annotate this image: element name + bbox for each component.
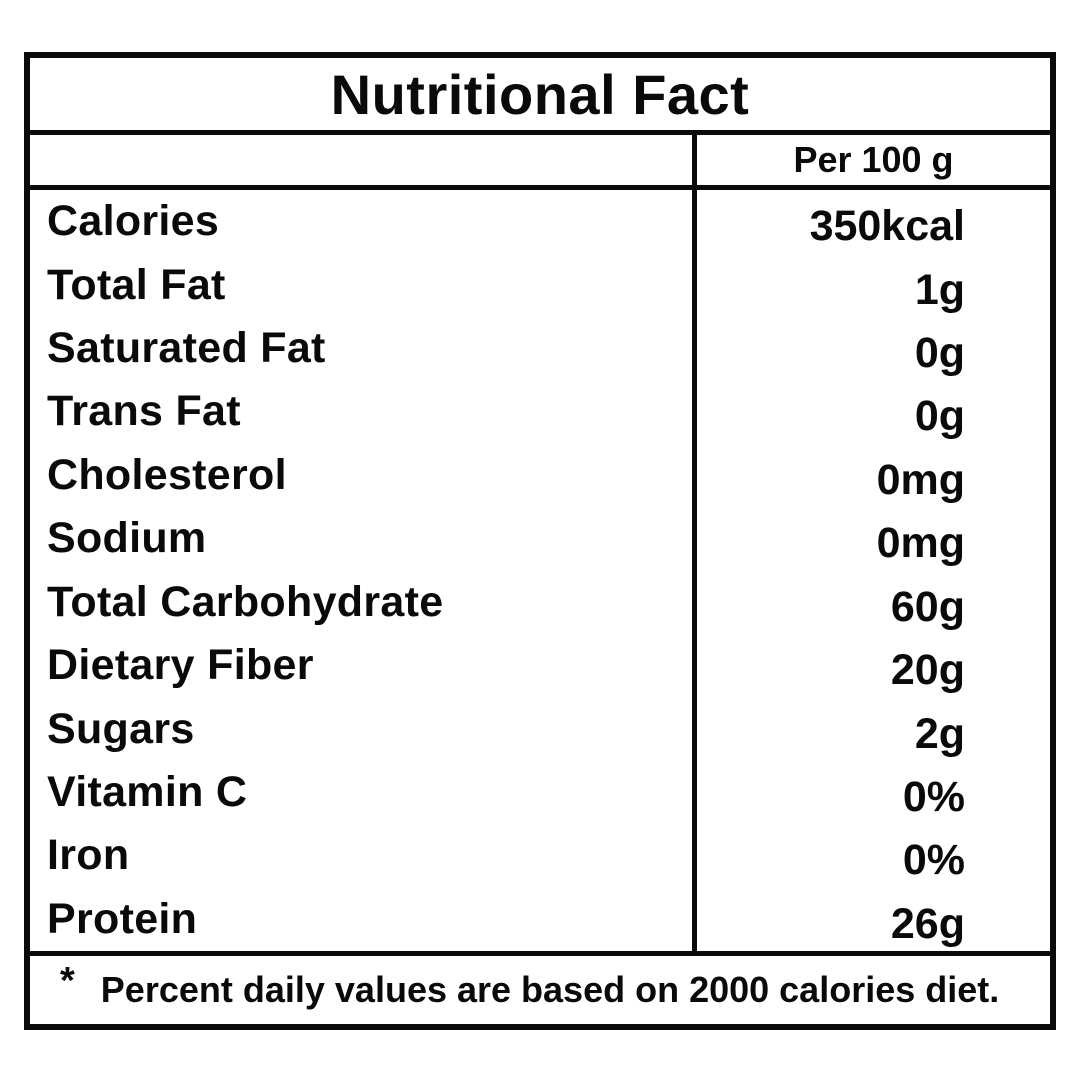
footnote-text: Percent daily values are based on 2000 c…	[100, 969, 1000, 1010]
nutrient-row-total-fat: Total Fat 1g	[30, 253, 1050, 317]
nutrient-name: Trans Fat	[30, 380, 697, 444]
nutrient-name: Total Fat	[30, 253, 697, 317]
nutrient-value: 26g	[890, 899, 965, 948]
nutrient-row-calories: Calories 350kcal	[30, 190, 1050, 254]
footnote-asterisk: *	[60, 959, 75, 1002]
nutrient-row-sugars: Sugars 2g	[30, 697, 1050, 761]
nutrient-value: 60g	[890, 582, 965, 631]
nutrient-value: 0%	[902, 836, 965, 885]
nutrient-name: Iron	[30, 824, 697, 888]
nutrient-row-total-carbohydrate: Total Carbohydrate 60g	[30, 570, 1050, 634]
nutrient-row-protein: Protein 26g	[30, 887, 1050, 952]
nutrient-row-sodium: Sodium 0mg	[30, 507, 1050, 571]
nutrient-name: Sugars	[30, 697, 697, 761]
nutrient-row-iron: Iron 0%	[30, 824, 1050, 888]
column-header-empty-cell	[30, 135, 697, 185]
nutrient-name: Cholesterol	[30, 443, 697, 508]
nutrient-row-cholesterol: Cholesterol 0mg	[30, 443, 1050, 508]
nutrient-row-dietary-fiber: Dietary Fiber 20g	[30, 633, 1050, 698]
column-header-per-100g: Per 100 g	[793, 139, 954, 180]
nutrient-value: 1g	[914, 265, 965, 314]
nutrient-value: 350kcal	[809, 202, 965, 251]
nutrient-name: Protein	[30, 887, 697, 952]
footnote: * Percent daily values are based on 2000…	[30, 956, 1050, 1024]
nutrient-row-saturated-fat: Saturated Fat 0g	[30, 316, 1050, 381]
nutrient-name: Calories	[30, 190, 697, 254]
nutrient-name: Saturated Fat	[30, 316, 697, 381]
nutrient-rows: Calories 350kcal Total Fat 1g Saturated …	[30, 190, 1050, 956]
nutrient-name: Total Carbohydrate	[30, 570, 697, 634]
label-title-row: Nutritional Fact	[30, 58, 1050, 135]
column-header-row: Per 100 g	[30, 135, 1050, 190]
nutrient-value: 0g	[914, 392, 965, 441]
nutrition-label: Nutritional Fact Per 100 g Calories 350k…	[24, 52, 1056, 1030]
nutrient-value: 0%	[902, 773, 965, 821]
nutrient-row-vitamin-c: Vitamin C 0%	[30, 760, 1050, 825]
nutrient-name: Dietary Fiber	[30, 633, 697, 698]
nutrient-value: 20g	[890, 646, 965, 695]
nutrient-value: 0mg	[876, 455, 965, 504]
nutrient-value: 0g	[914, 329, 965, 378]
nutrient-value: 0mg	[876, 519, 965, 568]
nutrient-row-trans-fat: Trans Fat 0g	[30, 380, 1050, 444]
nutrient-value: 2g	[914, 709, 965, 758]
nutrient-name: Sodium	[30, 507, 697, 571]
label-title: Nutritional Fact	[330, 62, 750, 126]
nutrient-name: Vitamin C	[30, 760, 697, 825]
